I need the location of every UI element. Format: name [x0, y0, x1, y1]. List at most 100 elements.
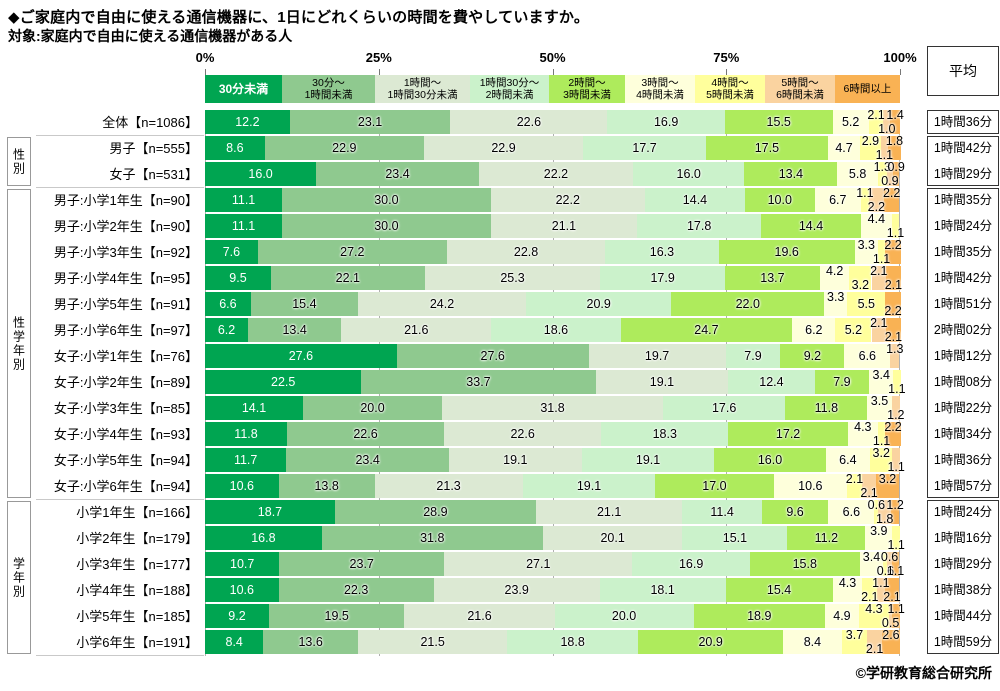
segment-value-label: 8.6 — [226, 141, 244, 155]
bar-segment — [891, 396, 900, 420]
segment-value-label: 7.9 — [744, 349, 762, 363]
segment-value-label: 4.2 — [825, 264, 844, 278]
average-group-box — [927, 110, 999, 134]
bar-segment — [714, 448, 826, 472]
bar-segment — [885, 422, 901, 446]
segment-value-label: 2.1 — [845, 472, 864, 486]
chart-subtitle: 対象:家庭内で自由に使える通信機器がある人 — [8, 28, 293, 44]
segment-value-label: 7.6 — [222, 245, 241, 259]
segment-value-label: 3.7 — [845, 628, 864, 642]
bar-segment — [773, 474, 848, 498]
bar-row: 6.6 15.4 24.2 20.9 22.0 3.3 5.5 2.2 — [205, 290, 902, 318]
average-value: 1時間42分 — [933, 271, 993, 285]
row-label: 男子:小学4年生【n=95】 — [53, 271, 198, 286]
bar-segment — [724, 266, 821, 290]
bar-segment — [744, 162, 838, 186]
segment-value-label: 1.8 — [876, 512, 894, 526]
bar-segment — [257, 240, 447, 264]
segment-value-label: 21.3 — [436, 479, 461, 493]
bar-segment — [357, 292, 527, 316]
segment-value-label: 4.3 — [854, 420, 872, 434]
bar-segment — [600, 266, 725, 290]
bar-segment — [869, 370, 894, 394]
row-label: 男子【n=555】 — [109, 141, 198, 156]
segment-value-label: 3.2 — [851, 278, 870, 292]
bar-segment — [205, 292, 251, 316]
segment-value-label: 1.4 — [886, 108, 904, 122]
bar-segment — [287, 422, 445, 446]
segment-value-label: 2.1 — [883, 590, 901, 604]
bar-segment — [854, 240, 878, 264]
segment-value-label: 12.2 — [235, 115, 260, 129]
axis-tick-mark — [726, 69, 728, 75]
segment-value-label: 21.6 — [467, 609, 492, 623]
bar-segment — [205, 448, 287, 472]
segment-value-label: 8.4 — [225, 635, 243, 649]
average-value: 1時間34分 — [933, 427, 993, 441]
average-value: 1時間51分 — [933, 297, 993, 311]
legend-item-label: 4時間未満 — [636, 89, 684, 101]
row-label: 男子:小学6年生【n=97】 — [53, 323, 198, 338]
bar-segment — [601, 422, 729, 446]
segment-value-label: 2.2 — [884, 238, 902, 252]
legend-item-label: 2時間〜 — [568, 76, 606, 89]
row-label: 女子:小学1年生【n=76】 — [53, 349, 198, 364]
segment-value-label: 17.2 — [775, 427, 801, 441]
bar-segment — [205, 474, 279, 498]
segment-value-label: 22.2 — [543, 167, 569, 181]
legend-item-label: 5時間未満 — [706, 89, 754, 101]
average-value: 1時間22分 — [933, 401, 993, 415]
segment-value-label: 21.1 — [596, 505, 622, 519]
bar-row: 11.7 23.4 19.1 19.1 16.0 6.4 3.2 1.1 — [205, 446, 905, 474]
bar-row: 6.2 13.4 21.6 18.6 24.7 6.2 5.2 2.1 2.1 — [205, 316, 902, 344]
segment-value-label: 17.9 — [650, 271, 675, 285]
axis-tick-label: 50% — [539, 50, 566, 65]
row-label: 女子:小学6年生【n=94】 — [53, 479, 198, 494]
segment-value-label: 17.8 — [686, 219, 712, 233]
segment-value-label: 6.6 — [858, 349, 877, 363]
segment-value-label: 0.5 — [881, 616, 900, 630]
group-label: 学年別 — [11, 556, 26, 599]
bar-segment — [583, 136, 707, 160]
segment-value-label: 11.2 — [814, 531, 839, 545]
legend-row: 30分未満 30分〜 1時間未満 1時間〜 1時間30分未満 1時間30分〜 2時間未満 2時… — [205, 75, 900, 103]
bar-segment — [891, 552, 900, 576]
bar-segment — [867, 630, 882, 654]
segment-value-label: 10.0 — [767, 193, 792, 207]
bar-segment — [542, 526, 683, 550]
bar-segment — [884, 578, 900, 602]
segment-value-label: 16.9 — [653, 115, 679, 129]
segment-value-label: 1.1 — [886, 226, 905, 240]
bar-segment — [871, 266, 887, 290]
segment-value-label: 9.5 — [229, 271, 247, 285]
segment-value-label: 8.4 — [803, 635, 822, 649]
bar-row: 12.2 23.1 22.6 16.9 15.5 5.2 2.1 1.0 1.4 — [205, 108, 904, 136]
segment-value-label: 6.2 — [805, 323, 823, 337]
segment-value-label: 5.2 — [844, 323, 863, 337]
segment-value-label: 15.5 — [766, 115, 791, 129]
group-label-box: 性別 — [7, 137, 31, 186]
segment-value-label: 1.2 — [886, 498, 904, 512]
bar-segment — [761, 500, 829, 524]
bar-segment — [814, 188, 862, 212]
group-separator — [36, 135, 204, 136]
bar-segment — [448, 448, 582, 472]
segment-value-label: 1.1 — [872, 434, 891, 448]
legend-item: 30分未満 — [205, 75, 282, 103]
segment-value-label: 11.1 — [231, 193, 256, 207]
bar-segment — [892, 448, 900, 472]
segment-value-label: 7.9 — [833, 375, 851, 389]
segment-value-label: 1.8 — [885, 134, 904, 148]
average-value: 1時間57分 — [933, 479, 993, 493]
row-label: 小学4年生【n=188】 — [76, 583, 198, 598]
bar-segment — [341, 318, 492, 342]
bar-segment — [522, 474, 656, 498]
segment-value-label: 10.6 — [798, 479, 823, 493]
segment-value-label: 23.7 — [349, 557, 374, 571]
segment-value-label: 24.7 — [694, 323, 719, 337]
bar-segment — [835, 318, 872, 342]
segment-value-label: 23.4 — [355, 453, 380, 467]
segment-value-label: 1.1 — [887, 460, 905, 474]
segment-value-label: 6.4 — [839, 453, 857, 467]
bar-segment — [588, 344, 726, 368]
